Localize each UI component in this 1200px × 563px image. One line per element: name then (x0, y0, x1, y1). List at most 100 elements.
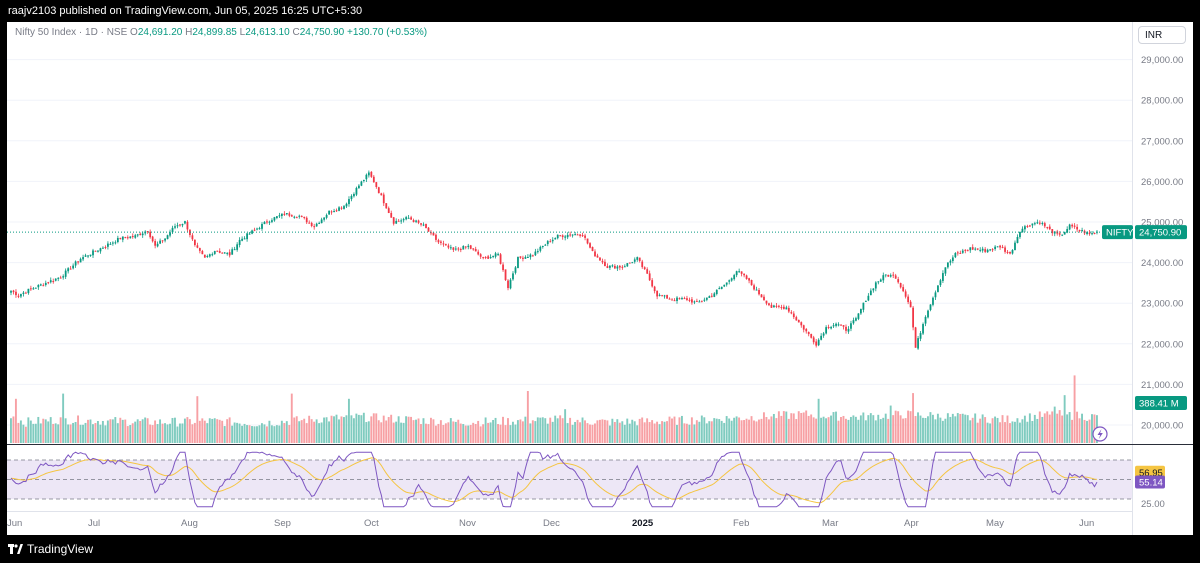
candle (1068, 224, 1071, 230)
candle (616, 266, 619, 269)
candle (427, 227, 430, 232)
volume-bar (79, 424, 82, 443)
volume-bar (521, 421, 524, 443)
candle (636, 257, 639, 260)
price-tick-label: 23,000.00 (1141, 299, 1183, 310)
volume-bar (370, 416, 373, 443)
time-tick-label: Aug (181, 518, 198, 529)
symbol-label: Nifty 50 Index · 1D · NSE (15, 27, 128, 38)
volume-bar (283, 423, 286, 443)
volume-bar (849, 416, 852, 443)
volume-bar (34, 423, 37, 443)
volume-bar (260, 423, 263, 443)
volume-bar (392, 422, 395, 443)
volume-bar (49, 417, 52, 443)
volume-bar (338, 419, 340, 443)
volume-bar (646, 418, 649, 443)
volume-bar (879, 419, 882, 443)
candle (400, 220, 403, 222)
volume-bar (407, 416, 410, 443)
candle (1009, 251, 1011, 254)
candle (666, 295, 668, 299)
candle (97, 250, 99, 252)
time-axis[interactable]: Jun Jul Aug Sep Oct Nov Dec 2025 Feb Mar Apr May Jun (7, 511, 1132, 530)
candle (827, 327, 830, 329)
candle (1029, 225, 1031, 227)
tradingview-logo[interactable]: TradingView (8, 541, 93, 557)
candle (358, 185, 360, 189)
candle (999, 245, 1001, 248)
volume-bar (700, 415, 703, 443)
candle (1071, 224, 1074, 227)
rsi-ma-tag: 56.95 (1139, 468, 1163, 479)
volume-bar (487, 422, 490, 443)
volume-bar (323, 417, 326, 443)
volume-bar (27, 417, 30, 443)
volume-bar (280, 420, 283, 443)
volume-bar (69, 424, 72, 443)
volume-bar (203, 420, 206, 443)
volume-bar (762, 412, 765, 443)
candle (700, 300, 703, 302)
candle (939, 280, 942, 286)
candle (872, 288, 875, 291)
volume-bar (633, 421, 636, 443)
volume-bar (335, 414, 338, 443)
candle (738, 271, 741, 273)
volume-bar (305, 423, 308, 443)
candle (596, 255, 599, 258)
tradingview-icon (8, 544, 23, 554)
volume-bar (176, 426, 179, 443)
currency-button[interactable]: INR (1138, 26, 1186, 44)
candle (778, 305, 780, 307)
candle (845, 326, 847, 331)
candle (735, 271, 738, 276)
candle (318, 222, 321, 224)
volume-bar (134, 421, 137, 443)
volume-bar (539, 417, 542, 443)
candle (405, 217, 408, 220)
candle (847, 328, 850, 332)
candle (549, 241, 552, 243)
volume-bar (830, 415, 832, 443)
candle (367, 172, 370, 176)
candle (49, 280, 52, 283)
candle (15, 291, 17, 296)
candle (621, 266, 624, 268)
candle (768, 303, 770, 306)
volume-bar (733, 417, 736, 443)
volume-bar (454, 421, 457, 443)
volume-bar (238, 423, 241, 443)
candle (688, 299, 691, 301)
candle (64, 270, 67, 277)
candle (10, 291, 12, 293)
volume-bar (1021, 419, 1024, 443)
candle (402, 219, 405, 221)
candle (902, 287, 905, 292)
volume-bar (233, 422, 236, 443)
candle (32, 288, 35, 290)
candle (266, 221, 268, 223)
volume-bar (765, 417, 768, 443)
volume-bar (656, 421, 659, 443)
volume-bar (584, 420, 586, 443)
volume-bar (412, 420, 415, 443)
lightning-icon[interactable] (1092, 426, 1108, 442)
volume-bar (710, 421, 713, 443)
volume-bar (802, 412, 805, 443)
volume-bar (318, 423, 321, 443)
chart-frame[interactable] (7, 22, 1193, 535)
price-axis[interactable]: 20,000.00 21,000.00 22,000.00 23,000.00 24,0… (1132, 22, 1184, 535)
candle (594, 251, 596, 257)
candle (862, 302, 865, 310)
candle (171, 227, 174, 233)
volume-bar (164, 423, 166, 443)
volume-bar (698, 421, 701, 443)
volume-bar (529, 423, 532, 443)
volume-bar (931, 414, 934, 443)
volume-bar (101, 420, 104, 443)
candle (708, 296, 711, 298)
candle (546, 241, 549, 245)
